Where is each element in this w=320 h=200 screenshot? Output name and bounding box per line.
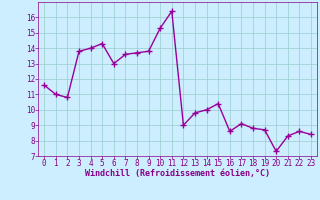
X-axis label: Windchill (Refroidissement éolien,°C): Windchill (Refroidissement éolien,°C) bbox=[85, 169, 270, 178]
